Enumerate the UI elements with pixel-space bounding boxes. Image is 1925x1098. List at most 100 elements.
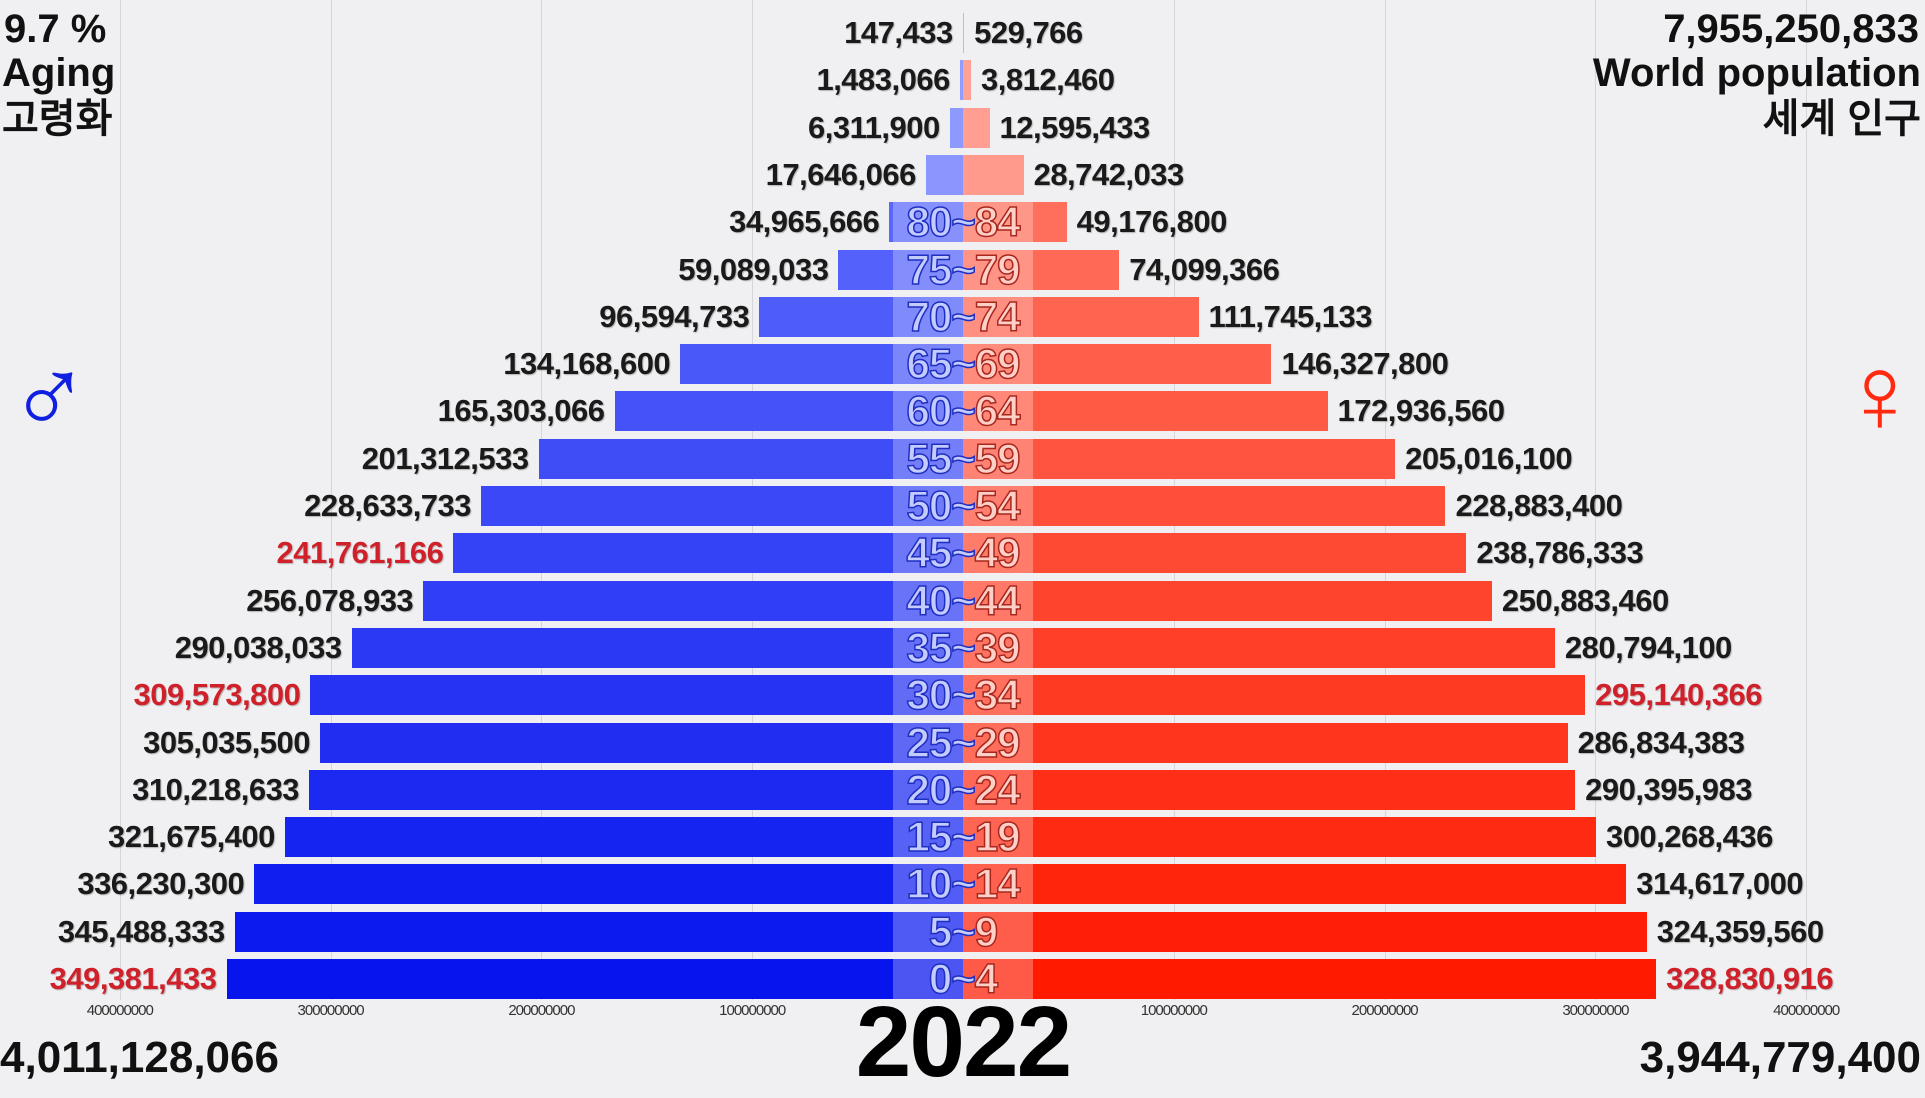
age-group-label: 35~39 [893,628,1033,668]
age-label-female-part: 84 [975,198,1020,245]
female-bar [963,817,1596,857]
female-value-label: 250,883,460 [1502,581,1669,621]
female-value-label: 295,140,366 [1595,675,1762,715]
age-group-label: 80~84 [893,202,1033,242]
aging-percent: 9.7 % [4,6,106,52]
age-label-male-part: 55~ [907,435,975,482]
age-label-female-part: 29 [975,719,1020,766]
center-band-overlay [960,60,971,100]
age-label-male-part: 45~ [907,529,975,576]
female-value-label: 111,745,133 [1209,297,1372,337]
x-tick-label: 300000000 [298,1002,364,1019]
female-bar [963,581,1492,621]
age-label-male-part: 50~ [907,482,975,529]
world-population-label-en: World population [1593,50,1921,96]
age-label-male-part: 5~ [929,908,975,955]
age-group-label: 20~24 [893,770,1033,810]
female-value-label: 300,268,436 [1606,817,1773,857]
male-value-label: 349,381,433 [50,959,217,999]
female-bar [963,628,1555,668]
age-group-label: 5~9 [893,912,1033,952]
age-label-male-part: 15~ [907,813,975,860]
age-label-male-part: 80~ [907,198,975,245]
male-bar [227,959,963,999]
x-tick-label: 300000000 [1562,1002,1628,1019]
grid-line [1806,0,1807,1000]
age-label-female-part: 44 [975,577,1020,624]
male-bar [453,533,963,573]
male-value-label: 310,218,633 [132,770,299,810]
male-value-label: 290,038,033 [175,628,342,668]
female-value-label: 205,016,100 [1405,439,1572,479]
world-population-label-ko: 세계 인구 [1763,96,1921,142]
age-label-male-part: 30~ [907,671,975,718]
x-tick-label: 200000000 [508,1002,574,1019]
male-bar [254,864,963,904]
female-bar [963,533,1466,573]
age-label-male-part: 40~ [907,577,975,624]
age-label-female-part: 9 [975,908,997,955]
male-value-label: 6,311,900 [808,108,940,148]
male-value-label: 134,168,600 [503,344,670,384]
male-value-label: 336,230,300 [77,864,244,904]
female-value-label: 146,327,800 [1281,344,1448,384]
male-symbol-icon: ♂ [8,338,91,448]
female-bar [963,486,1445,526]
age-group-label: 45~49 [893,533,1033,573]
age-label-female-part: 39 [975,624,1020,671]
female-value-label: 280,794,100 [1565,628,1732,668]
male-value-label: 1,483,066 [816,60,949,100]
female-value-label: 74,099,366 [1129,250,1279,290]
female-value-label: 324,359,560 [1657,912,1824,952]
male-value-label: 201,312,533 [362,439,529,479]
female-value-label: 529,766 [974,13,1083,53]
male-value-label: 59,089,033 [678,250,828,290]
female-bar [963,675,1585,715]
age-label-male-part: 35~ [907,624,975,671]
age-label-male-part: 65~ [907,340,975,387]
x-tick-label: 100000000 [719,1002,785,1019]
age-group-label: 70~74 [893,297,1033,337]
male-value-label: 241,761,166 [276,533,443,573]
female-value-label: 238,786,333 [1476,533,1643,573]
female-value-label: 328,830,916 [1666,959,1833,999]
age-group-label: 10~14 [893,864,1033,904]
age-label-female-part: 74 [975,293,1020,340]
male-value-label: 96,594,733 [599,297,749,337]
male-total: 4,011,128,066 [0,1036,279,1080]
female-value-label: 49,176,800 [1077,202,1227,242]
male-value-label: 147,433 [844,13,953,53]
age-group-label: 50~54 [893,486,1033,526]
center-band-overlay [926,155,1024,195]
female-value-label: 290,395,983 [1585,770,1752,810]
female-value-label: 3,812,460 [981,60,1114,100]
x-tick-label: 400000000 [1773,1002,1839,1019]
age-label-male-part: 75~ [907,246,975,293]
male-value-label: 17,646,066 [766,155,916,195]
age-group-label: 30~34 [893,675,1033,715]
male-bar [310,675,963,715]
age-group-label: 65~69 [893,344,1033,384]
male-bar [481,486,963,526]
age-label-male-part: 60~ [907,387,975,434]
male-value-label: 165,303,066 [438,391,605,431]
age-group-label: 75~79 [893,250,1033,290]
female-symbol-icon: ♀ [1839,340,1922,450]
male-value-label: 228,633,733 [304,486,471,526]
female-value-label: 172,936,560 [1338,391,1505,431]
male-bar [235,912,963,952]
age-label-female-part: 49 [975,529,1020,576]
male-value-label: 309,573,800 [134,675,301,715]
female-value-label: 12,595,433 [1000,108,1150,148]
male-bar [309,770,963,810]
age-label-female-part: 24 [975,766,1020,813]
age-group-label: 60~64 [893,391,1033,431]
age-label-female-part: 79 [975,246,1020,293]
male-value-label: 256,078,933 [246,581,413,621]
age-group-label: 25~29 [893,723,1033,763]
x-tick-label: 400000000 [87,1002,153,1019]
age-label-female-part: 54 [975,482,1020,529]
aging-label-en: Aging [2,50,115,96]
age-label-male-part: 20~ [907,766,975,813]
x-tick-label: 200000000 [1352,1002,1418,1019]
